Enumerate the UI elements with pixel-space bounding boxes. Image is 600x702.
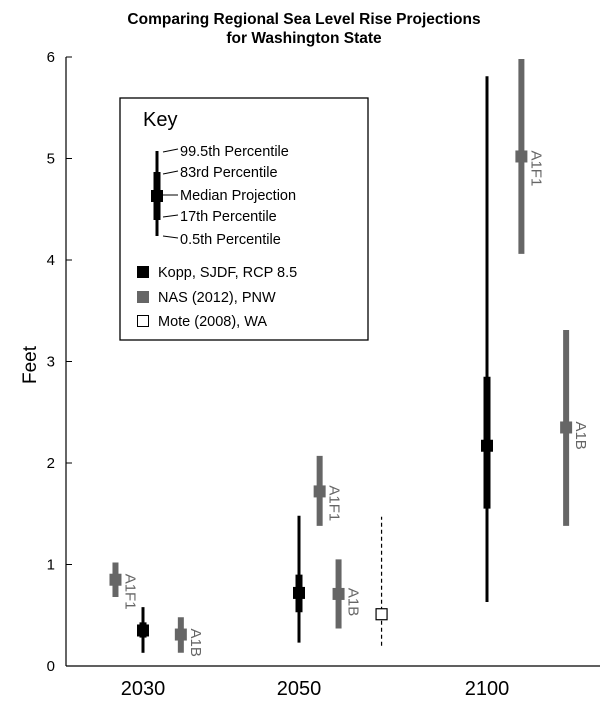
y-axis-label: Feet — [20, 345, 41, 384]
scenario-label: A1F1 — [527, 150, 544, 186]
key-connector-17 — [162, 214, 179, 218]
scenario-label: A1B — [187, 629, 204, 657]
key-label-99-5: 99.5th Percentile — [180, 144, 289, 160]
legend-swatch-nas — [137, 291, 149, 303]
y-tick-label: 1 — [47, 557, 55, 574]
series-point: A1B — [174, 617, 204, 657]
scenario-label: A1B — [345, 588, 362, 616]
x-ticks: 2030 2050 2100 — [121, 678, 510, 700]
key-label-0-5: 0.5th Percentile — [180, 232, 281, 248]
y-tick-label: 3 — [47, 354, 55, 371]
y-tick-label: 4 — [47, 252, 55, 269]
legend-label-nas: NAS (2012), PNW — [158, 290, 276, 306]
nas-median-marker — [332, 587, 345, 600]
series-point — [137, 607, 149, 653]
key-connector-0-5 — [162, 235, 179, 239]
series-point: A1F1 — [109, 562, 138, 610]
scenario-label: A1F1 — [326, 485, 343, 521]
key-example-median — [151, 190, 163, 202]
key-box: Key 99.5th Percentile 83rd Percentile Me… — [119, 97, 369, 341]
y-tick-label: 0 — [47, 658, 55, 675]
key-label-83: 83rd Percentile — [180, 165, 278, 181]
kopp-median-marker — [481, 439, 493, 452]
series-point: A1B — [332, 559, 362, 629]
x-tick-label: 2100 — [465, 678, 510, 700]
legend-swatch-kopp — [137, 266, 149, 278]
series-point: A1B — [560, 330, 589, 526]
key-label-17: 17th Percentile — [180, 209, 277, 225]
key-title: Key — [143, 109, 177, 131]
legend-swatch-mote — [137, 315, 149, 327]
key-connector-83 — [162, 170, 179, 175]
legend-label-mote: Mote (2008), WA — [158, 314, 267, 330]
nas-median-marker — [560, 421, 573, 434]
key-connector-99-5 — [162, 148, 179, 153]
nas-median-marker — [174, 628, 187, 641]
x-tick-label: 2030 — [121, 678, 166, 700]
nas-median-marker — [313, 485, 326, 498]
key-label-median: Median Projection — [180, 188, 296, 204]
series-point — [375, 516, 388, 646]
scenario-label: A1B — [572, 421, 589, 449]
chart-title-line1: Comparing Regional Sea Level Rise Projec… — [127, 11, 480, 28]
nas-median-marker — [109, 573, 122, 586]
y-tick-label: 2 — [47, 455, 55, 472]
y-tick-label: 6 — [47, 49, 55, 66]
kopp-median-marker — [137, 624, 149, 637]
chart-title-line2: for Washington State — [226, 30, 382, 47]
y-ticks: 0 1 2 3 4 5 6 — [47, 49, 72, 675]
legend-label-kopp: Kopp, SJDF, RCP 8.5 — [158, 265, 297, 281]
series-point: A1F1 — [313, 455, 343, 526]
x-tick-label: 2050 — [277, 678, 322, 700]
series-marks: A1F1 A1B A1F1 A1B A1F1 A1B — [109, 59, 589, 657]
series-point — [481, 76, 493, 603]
kopp-median-marker — [293, 586, 305, 599]
scenario-label: A1F1 — [121, 574, 138, 610]
series-point: A1F1 — [515, 59, 544, 254]
y-tick-label: 5 — [47, 151, 55, 168]
nas-median-marker — [515, 150, 528, 163]
series-point — [293, 515, 305, 643]
key-frame — [119, 97, 369, 341]
mote-median-marker — [375, 608, 388, 621]
